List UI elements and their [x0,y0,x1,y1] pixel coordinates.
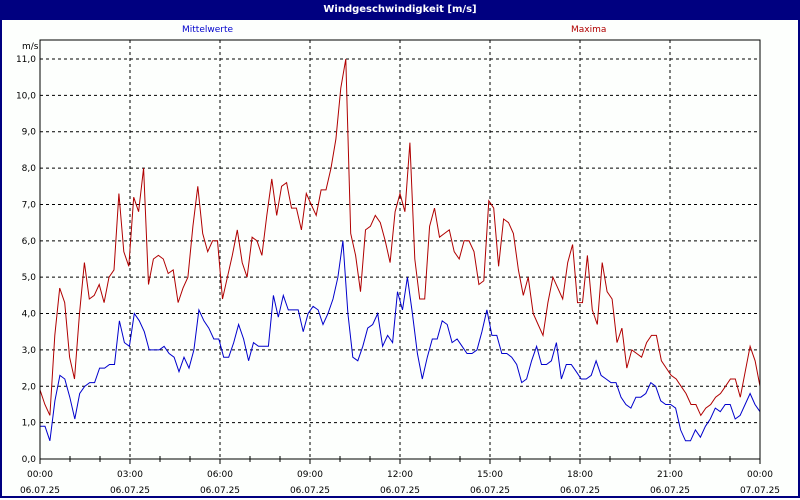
y-tick-label: 6,0 [22,237,37,247]
y-tick-label: 10,0 [16,91,36,101]
x-tick-time: 18:00 [567,470,593,480]
legend-mittelwerte: Mittelwerte [182,25,234,35]
series-maxima-line [39,58,761,417]
x-tick-time: 00:00 [27,470,53,480]
x-tick-date: 06.07.25 [20,486,60,496]
y-tick-label: 2,0 [22,382,37,392]
x-axis-ticks: 00:00 06.07.25 03:00 06.07.25 06:00 06.07.25 0… [20,470,780,496]
x-tick-time: 03:00 [117,470,143,480]
x-tick-date: 06.07.25 [650,486,690,496]
x-tick-time: 00:00 [747,470,773,480]
x-tick-time: 15:00 [477,470,503,480]
x-tick-date: 06.07.25 [560,486,600,496]
x-tick-date: 06.07.25 [470,486,510,496]
grid-lines [39,40,761,464]
y-axis-ticks: 0,0 1,0 2,0 3,0 4,0 5,0 6,0 7,0 8,0 9,0 10,0 11,0 [16,55,36,465]
x-tick-date: 07.07.25 [740,486,780,496]
x-tick-date: 06.07.25 [110,486,150,496]
y-tick-label: 9,0 [22,128,37,138]
y-tick-label: 4,0 [22,310,37,320]
y-tick-label: 7,0 [22,200,37,210]
legend-maxima: Maxima [571,25,607,35]
y-tick-label: 3,0 [22,346,37,356]
y-axis-unit: m/s [22,42,39,52]
series-mittelwerte-line [40,240,761,442]
x-tick-time: 12:00 [387,470,413,480]
x-tick-date: 06.07.25 [200,486,240,496]
chart-title: Windgeschwindigkeit [m/s] [0,0,800,20]
y-tick-label: 11,0 [16,55,36,65]
x-tick-time: 21:00 [657,470,683,480]
y-tick-label: 5,0 [22,273,37,283]
x-tick-time: 09:00 [297,470,323,480]
x-tick-date: 06.07.25 [290,486,330,496]
x-tick-date: 06.07.25 [380,486,420,496]
plot-area-border [39,39,761,460]
x-tick-time: 06:00 [207,470,233,480]
y-tick-label: 8,0 [22,164,37,174]
y-tick-label: 0,0 [22,455,37,465]
y-tick-label: 1,0 [22,419,37,429]
